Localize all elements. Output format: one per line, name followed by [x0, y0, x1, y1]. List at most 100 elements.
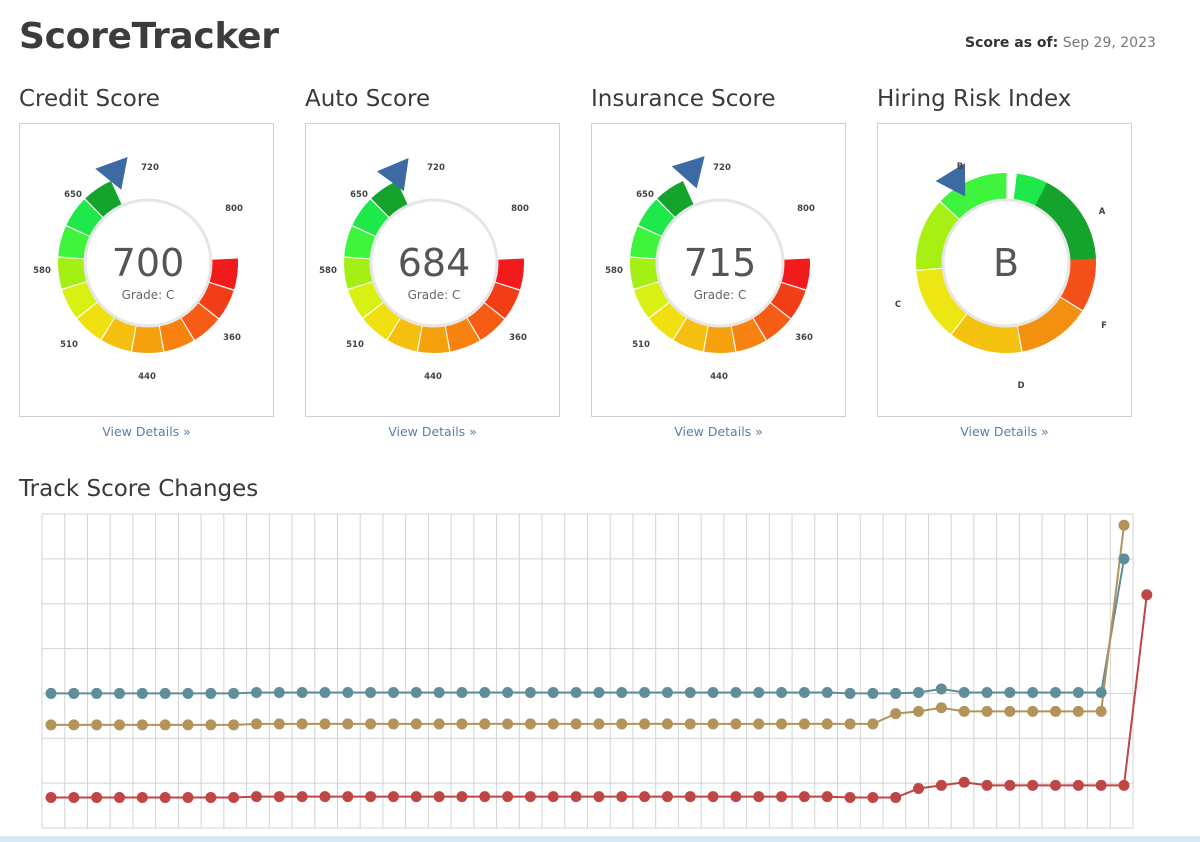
- series-blue-point[interactable]: [1072, 687, 1084, 699]
- series-blue-point[interactable]: [935, 683, 947, 695]
- series-blue-point[interactable]: [661, 687, 673, 699]
- series-red-point[interactable]: [1118, 779, 1130, 791]
- series-red-point[interactable]: [1027, 779, 1039, 791]
- series-blue-point[interactable]: [479, 687, 491, 699]
- series-red-point[interactable]: [798, 791, 810, 803]
- series-red-point[interactable]: [1095, 779, 1107, 791]
- series-blue-point[interactable]: [456, 687, 468, 699]
- series-tan-point[interactable]: [273, 718, 285, 730]
- series-tan-point[interactable]: [319, 718, 331, 730]
- series-tan-point[interactable]: [91, 719, 103, 731]
- series-tan-point[interactable]: [1118, 519, 1130, 531]
- series-tan-point[interactable]: [365, 718, 377, 730]
- series-tan-point[interactable]: [159, 719, 171, 731]
- series-tan-point[interactable]: [981, 705, 993, 717]
- series-blue-point[interactable]: [91, 687, 103, 699]
- series-red-point[interactable]: [593, 791, 605, 803]
- series-tan-point[interactable]: [45, 719, 57, 731]
- series-tan-point[interactable]: [410, 718, 422, 730]
- series-red-point[interactable]: [1050, 779, 1062, 791]
- series-red-point[interactable]: [890, 791, 902, 803]
- series-blue-point[interactable]: [1118, 553, 1130, 565]
- series-tan-point[interactable]: [844, 718, 856, 730]
- hiring-view-details-link[interactable]: View Details »: [960, 424, 1049, 439]
- auto-view-details-link[interactable]: View Details »: [388, 424, 477, 439]
- series-red-point[interactable]: [113, 791, 125, 803]
- series-blue-point[interactable]: [867, 687, 879, 699]
- series-red-point[interactable]: [776, 791, 788, 803]
- series-red-point[interactable]: [319, 791, 331, 803]
- series-red-point[interactable]: [661, 791, 673, 803]
- series-red-point[interactable]: [182, 791, 194, 803]
- series-tan-point[interactable]: [387, 718, 399, 730]
- series-red-point[interactable]: [159, 791, 171, 803]
- series-tan-point[interactable]: [1027, 705, 1039, 717]
- series-red-point[interactable]: [456, 791, 468, 803]
- series-tan-point[interactable]: [1004, 705, 1016, 717]
- series-tan-point[interactable]: [479, 718, 491, 730]
- series-tan-point[interactable]: [502, 718, 514, 730]
- series-red-point[interactable]: [387, 791, 399, 803]
- series-red-point[interactable]: [639, 791, 651, 803]
- series-red-point[interactable]: [410, 791, 422, 803]
- series-blue-point[interactable]: [776, 687, 788, 699]
- series-tan-point[interactable]: [958, 705, 970, 717]
- series-tan-point[interactable]: [661, 718, 673, 730]
- series-blue-point[interactable]: [68, 687, 80, 699]
- series-red-point[interactable]: [365, 791, 377, 803]
- series-tan-point[interactable]: [707, 718, 719, 730]
- series-red-point[interactable]: [296, 791, 308, 803]
- series-blue-point[interactable]: [570, 687, 582, 699]
- series-red-point[interactable]: [205, 791, 217, 803]
- series-red-point[interactable]: [479, 791, 491, 803]
- series-tan-point[interactable]: [113, 719, 125, 731]
- series-blue-point[interactable]: [593, 687, 605, 699]
- series-red-point[interactable]: [45, 791, 57, 803]
- series-blue-point[interactable]: [113, 687, 125, 699]
- series-blue-point[interactable]: [524, 687, 536, 699]
- series-red-point[interactable]: [753, 791, 765, 803]
- series-blue-point[interactable]: [228, 687, 240, 699]
- series-red-point[interactable]: [1141, 589, 1153, 601]
- credit-view-details-link[interactable]: View Details »: [102, 424, 191, 439]
- series-blue-point[interactable]: [958, 687, 970, 699]
- series-tan-point[interactable]: [821, 718, 833, 730]
- series-blue-point[interactable]: [1050, 687, 1062, 699]
- series-blue-point[interactable]: [798, 687, 810, 699]
- series-blue-point[interactable]: [707, 687, 719, 699]
- series-blue-point[interactable]: [1004, 687, 1016, 699]
- series-red-point[interactable]: [730, 791, 742, 803]
- series-red-point[interactable]: [228, 791, 240, 803]
- series-red-point[interactable]: [935, 779, 947, 791]
- series-tan-point[interactable]: [433, 718, 445, 730]
- series-red-point[interactable]: [958, 776, 970, 788]
- series-red-point[interactable]: [250, 791, 262, 803]
- series-red-point[interactable]: [433, 791, 445, 803]
- series-tan-point[interactable]: [228, 719, 240, 731]
- series-tan-point[interactable]: [342, 718, 354, 730]
- series-red-point[interactable]: [913, 783, 925, 795]
- series-blue-point[interactable]: [205, 687, 217, 699]
- series-blue-point[interactable]: [159, 687, 171, 699]
- series-blue-point[interactable]: [433, 687, 445, 699]
- series-red-point[interactable]: [502, 791, 514, 803]
- series-tan-point[interactable]: [867, 718, 879, 730]
- series-blue-point[interactable]: [616, 687, 628, 699]
- series-blue-point[interactable]: [981, 687, 993, 699]
- series-blue-point[interactable]: [730, 687, 742, 699]
- series-blue-point[interactable]: [684, 687, 696, 699]
- series-tan-point[interactable]: [1095, 705, 1107, 717]
- series-tan-point[interactable]: [296, 718, 308, 730]
- series-blue-point[interactable]: [844, 687, 856, 699]
- series-blue-point[interactable]: [410, 687, 422, 699]
- series-red-point[interactable]: [844, 791, 856, 803]
- series-blue-point[interactable]: [365, 687, 377, 699]
- series-blue-point[interactable]: [182, 687, 194, 699]
- series-blue-point[interactable]: [250, 687, 262, 699]
- series-blue-point[interactable]: [639, 687, 651, 699]
- series-tan-point[interactable]: [182, 719, 194, 731]
- series-red-point[interactable]: [821, 791, 833, 803]
- series-tan-point[interactable]: [913, 705, 925, 717]
- series-red-point[interactable]: [342, 791, 354, 803]
- series-blue-point[interactable]: [296, 687, 308, 699]
